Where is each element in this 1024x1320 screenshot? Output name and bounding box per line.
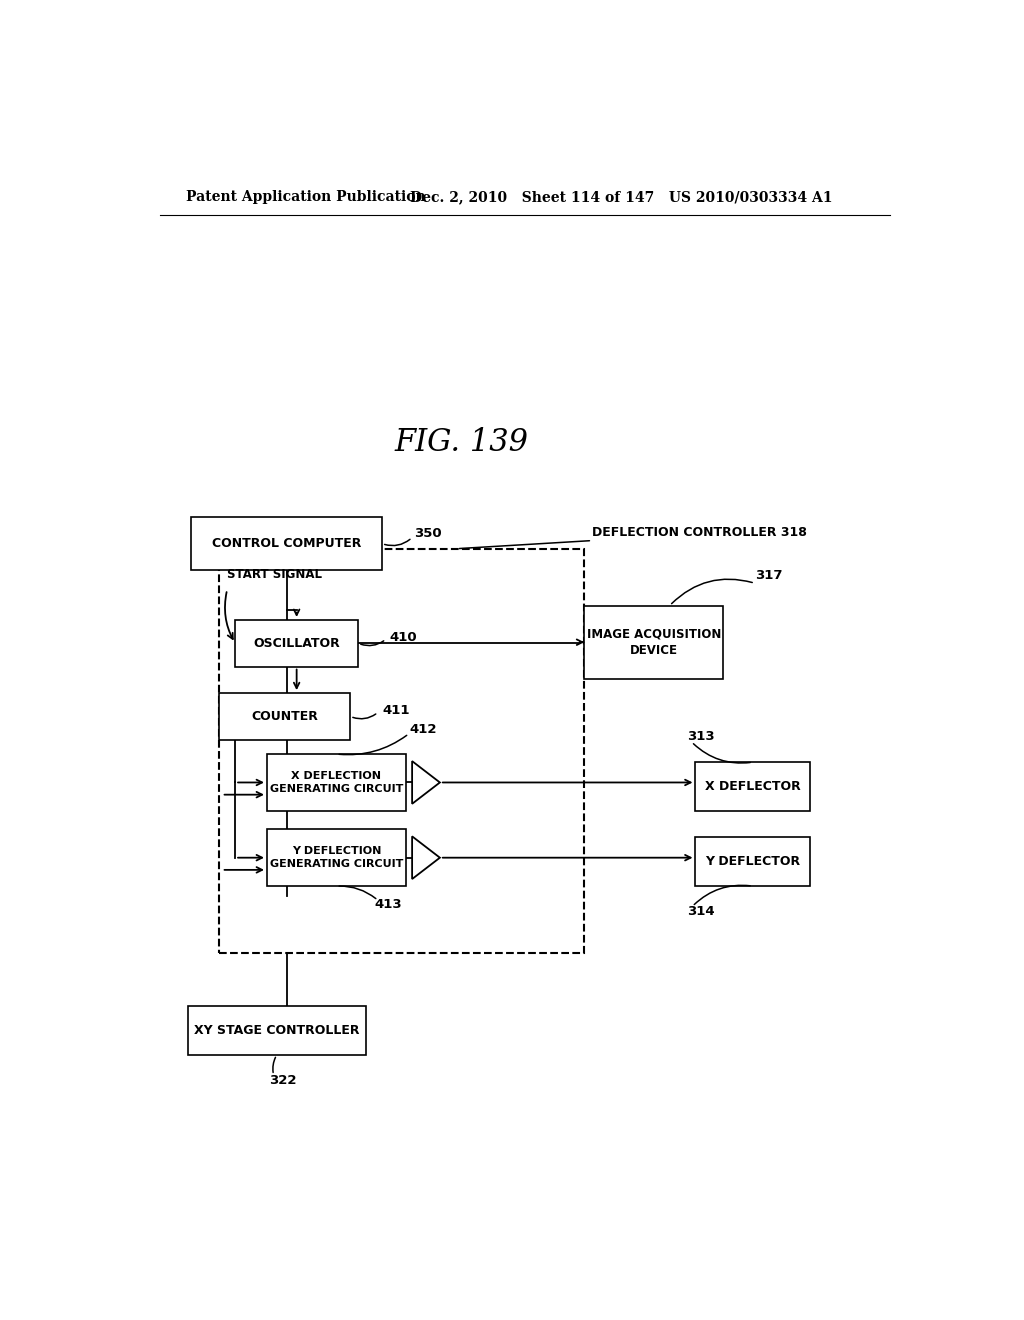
Text: 322: 322 — [269, 1073, 296, 1086]
Text: 317: 317 — [755, 569, 782, 582]
Text: Y DEFLECTION
GENERATING CIRCUIT: Y DEFLECTION GENERATING CIRCUIT — [269, 846, 403, 869]
Text: Dec. 2, 2010   Sheet 114 of 147   US 2010/0303334 A1: Dec. 2, 2010 Sheet 114 of 147 US 2010/03… — [410, 190, 833, 205]
Text: X DEFLECTOR: X DEFLECTOR — [706, 780, 801, 793]
Bar — [191, 517, 382, 570]
Text: 313: 313 — [687, 730, 715, 743]
Bar — [695, 762, 811, 810]
Text: START SIGNAL: START SIGNAL — [227, 568, 323, 581]
Text: Patent Application Publication: Patent Application Publication — [186, 190, 426, 205]
Text: X DEFLECTION
GENERATING CIRCUIT: X DEFLECTION GENERATING CIRCUIT — [269, 771, 403, 793]
Text: COUNTER: COUNTER — [251, 710, 318, 723]
Text: 410: 410 — [390, 631, 418, 644]
Text: IMAGE ACQUISITION
DEVICE: IMAGE ACQUISITION DEVICE — [587, 628, 721, 657]
Bar — [236, 620, 358, 667]
Text: DEFLECTION CONTROLLER 318: DEFLECTION CONTROLLER 318 — [592, 525, 807, 539]
Text: 413: 413 — [374, 898, 401, 911]
Text: 350: 350 — [414, 527, 441, 540]
Text: 314: 314 — [687, 906, 715, 917]
Bar — [267, 829, 406, 886]
Text: OSCILLATOR: OSCILLATOR — [253, 636, 340, 649]
Text: XY STAGE CONTROLLER: XY STAGE CONTROLLER — [195, 1024, 359, 1038]
Text: 411: 411 — [382, 704, 410, 717]
Bar — [219, 693, 350, 739]
Bar — [219, 549, 585, 953]
Text: CONTROL COMPUTER: CONTROL COMPUTER — [212, 537, 361, 550]
Text: FIG. 139: FIG. 139 — [394, 428, 528, 458]
Text: Y DEFLECTOR: Y DEFLECTOR — [706, 855, 801, 869]
Bar — [695, 837, 811, 886]
Bar — [267, 754, 406, 810]
Text: 412: 412 — [410, 723, 437, 737]
Bar — [585, 606, 723, 678]
Bar — [187, 1006, 366, 1055]
